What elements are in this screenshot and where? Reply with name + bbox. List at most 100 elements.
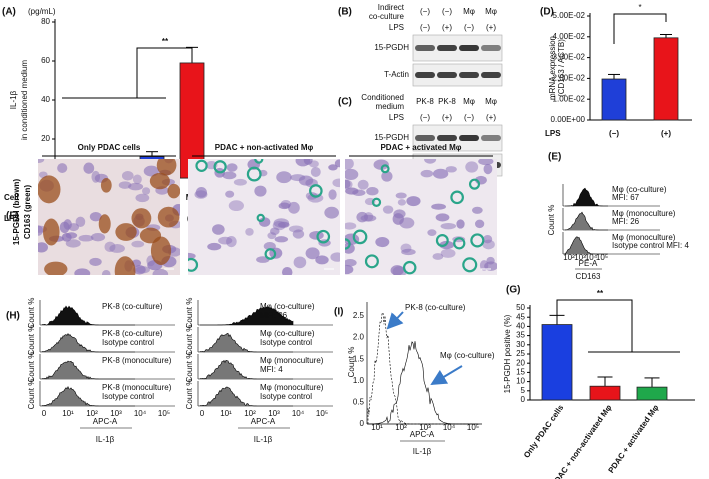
nucleus (152, 268, 169, 275)
blot-lps: (−) (420, 23, 430, 32)
green-cell (402, 260, 417, 275)
nucleus (118, 181, 132, 189)
stain-label: 15-PGDH (brown) (12, 179, 21, 246)
y-tick-label: 80 (41, 17, 50, 26)
nucleus (357, 179, 369, 190)
y-tick-label: 45 (516, 312, 525, 321)
micrograph (188, 159, 340, 275)
histogram (200, 306, 294, 326)
y-axis-label: Count % (185, 379, 194, 410)
nucleus (345, 222, 357, 230)
nucleus (74, 268, 91, 275)
nucleus (445, 166, 457, 173)
histogram-label: Isotype control (260, 392, 312, 401)
blot-column: Mφ (463, 97, 475, 106)
nucleus (456, 219, 465, 229)
x-axis-label: LPS (545, 129, 561, 138)
significance: ** (162, 37, 169, 46)
histogram-label: Mφ (monoculture) (260, 383, 324, 392)
green-cell (371, 197, 382, 207)
nucleus (482, 239, 495, 250)
nucleus (57, 163, 68, 173)
nucleus (188, 252, 196, 260)
blot-lps: (+) (486, 23, 496, 32)
y-axis-label: Count % (27, 298, 36, 329)
blot-header: Conditioned (361, 93, 404, 102)
nucleus (345, 168, 359, 180)
x-axis-label: APC-A (251, 417, 276, 426)
y-tick-label: 10 (516, 377, 525, 386)
green-cell (468, 178, 481, 190)
x-tick-label: 10⁴ (292, 409, 305, 418)
row-label: Cell (4, 193, 19, 202)
nucleus (431, 203, 446, 210)
y-tick-label: 0.5 (353, 398, 365, 407)
bar (541, 324, 573, 401)
y-axis-label: IL-1β (9, 90, 18, 109)
x-tick-label: 10⁵ (316, 409, 328, 418)
nucleus (132, 174, 142, 185)
x-tick-label: 10¹ (62, 409, 74, 418)
brown-cell (100, 177, 112, 193)
micrograph (38, 159, 180, 275)
marker-label: IL-1β (254, 435, 273, 444)
blot-band (481, 72, 501, 78)
blot-row-label: T-Actin (384, 70, 409, 79)
micrograph-title: PDAC + non-activated Mφ (215, 143, 314, 152)
nucleus (392, 213, 404, 225)
x-tick-label: 0 (200, 409, 205, 418)
histogram (565, 187, 608, 207)
blot-column: (−) (442, 7, 452, 16)
panel-label: (A) (2, 7, 16, 18)
y-tick-label: 4.00E-02 (553, 32, 586, 41)
nucleus (397, 199, 406, 206)
nucleus (90, 232, 106, 242)
y-tick-label: 20 (41, 134, 50, 143)
x-tick-label: 10³ (574, 253, 586, 262)
blot-lps: (+) (442, 23, 452, 32)
nucleus (478, 159, 494, 166)
blot-header: Indirect (378, 3, 405, 12)
category-label: (+) (661, 129, 671, 138)
x-axis-label: APC-A (93, 417, 118, 426)
brown-cell (131, 208, 152, 229)
y-axis-label: Count % (347, 347, 356, 378)
nucleus (38, 225, 44, 236)
nucleus (293, 256, 307, 269)
blot-band (459, 135, 479, 141)
nucleus (324, 206, 340, 219)
micrograph-title: Only PDAC cells (78, 143, 141, 152)
blot-lps: (−) (420, 113, 430, 122)
significance-bracket (556, 299, 633, 352)
x-axis-label: PE-A (579, 259, 598, 268)
blot-header: medium (376, 102, 405, 111)
stain-label: CD163 (green) (23, 185, 32, 240)
marker-label: IL-1β (413, 447, 432, 456)
nucleus (427, 229, 437, 236)
panel-label: (B) (338, 7, 352, 18)
y-tick-label: 3.00E-02 (553, 53, 586, 62)
significance-bracket (613, 13, 667, 44)
y-tick-label: 40 (41, 95, 50, 104)
nucleus (305, 247, 320, 260)
unit-label: (pg/mL) (28, 7, 56, 16)
x-tick-label: 10¹ (220, 409, 232, 418)
blot-column: PK-8 (416, 97, 434, 106)
y-axis-label: in conditioned medium (20, 60, 29, 140)
nucleus (121, 170, 134, 181)
green-cell (316, 229, 331, 244)
green-cell (213, 160, 227, 174)
panel-label: (G) (506, 285, 520, 296)
nucleus (483, 235, 493, 244)
nucleus (131, 240, 145, 248)
x-tick-label: 10³ (419, 423, 431, 432)
nucleus (328, 164, 338, 171)
histogram-label: MFI: 67 (612, 193, 640, 202)
histogram (564, 211, 608, 231)
green-cell (453, 237, 466, 250)
brown-cell (167, 183, 180, 199)
nucleus (104, 241, 116, 253)
blot-band (437, 45, 457, 51)
blot-lps: (+) (442, 113, 452, 122)
blot-header: LPS (389, 113, 404, 122)
